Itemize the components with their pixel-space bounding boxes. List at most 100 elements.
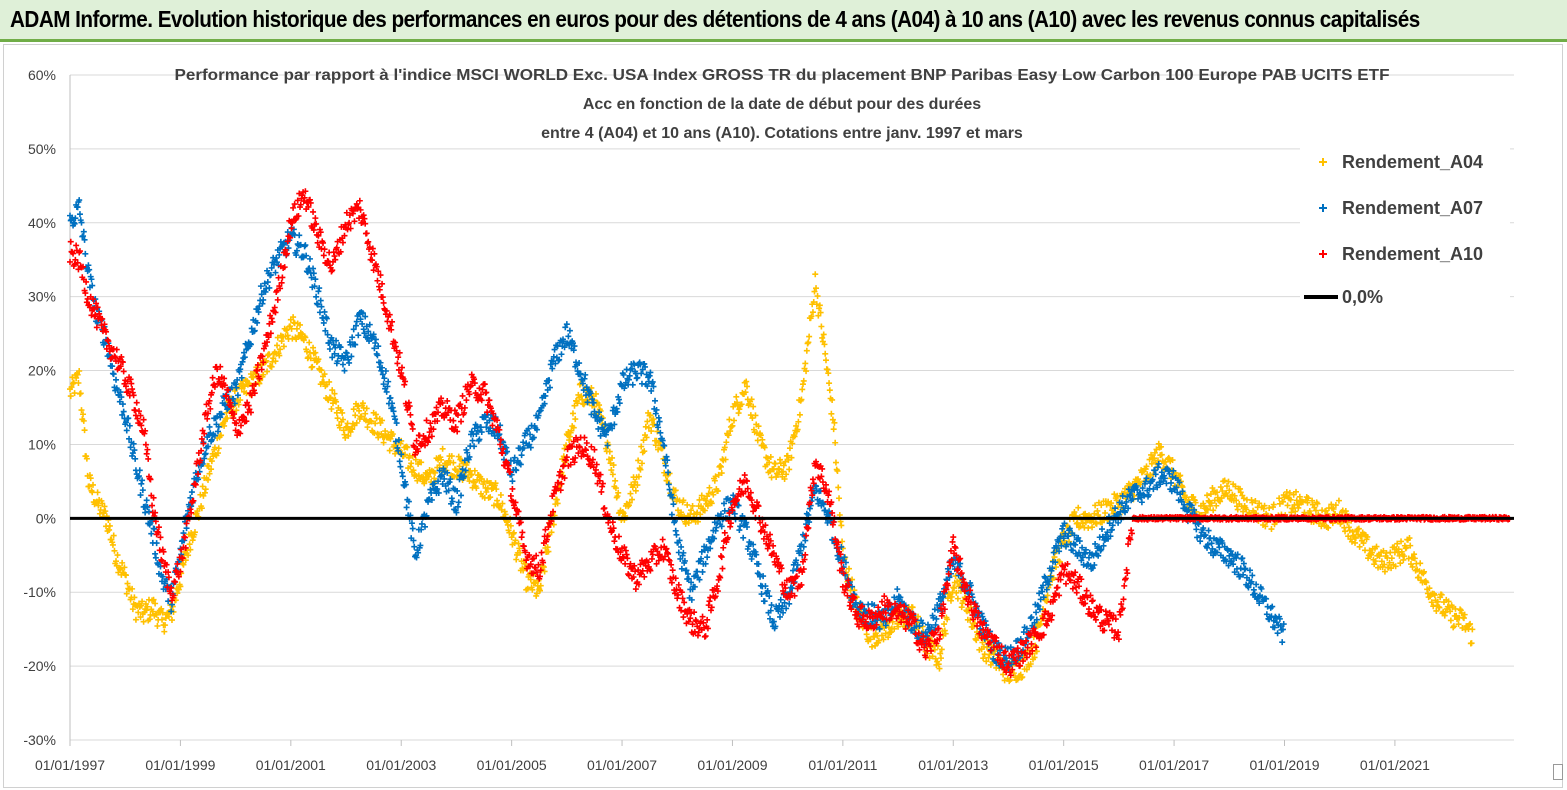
data-point (425, 473, 432, 480)
data-point (195, 476, 202, 483)
data-point (984, 644, 991, 651)
data-point (810, 299, 817, 306)
data-point (1373, 543, 1380, 550)
data-point (721, 529, 728, 536)
data-point (290, 314, 297, 321)
data-point (198, 505, 205, 512)
data-point (309, 363, 316, 370)
data-point (953, 589, 960, 596)
data-point (708, 500, 715, 507)
data-point (1249, 499, 1256, 506)
data-point (1409, 563, 1416, 570)
data-point (805, 339, 812, 346)
data-point (471, 479, 478, 486)
data-point (761, 444, 768, 451)
data-point (473, 485, 480, 492)
data-point (445, 487, 452, 494)
data-point (302, 334, 309, 341)
data-point (1434, 598, 1441, 605)
data-point (180, 561, 187, 568)
data-point (293, 247, 300, 254)
data-point (1221, 477, 1228, 484)
data-point (261, 280, 268, 287)
data-point (395, 447, 402, 454)
data-point (350, 326, 357, 333)
data-point (967, 617, 974, 624)
data-point (571, 402, 578, 409)
data-point (1378, 558, 1385, 565)
data-point (781, 476, 788, 483)
data-point (1028, 614, 1035, 621)
data-point (1449, 604, 1456, 611)
data-point (71, 220, 78, 227)
data-point (697, 511, 704, 518)
data-point (1356, 543, 1363, 550)
data-point (1205, 527, 1212, 534)
data-point (168, 608, 175, 615)
data-point (409, 525, 416, 532)
data-point (395, 436, 402, 443)
data-point (76, 197, 83, 204)
data-point (277, 346, 284, 353)
data-point (471, 467, 478, 474)
data-point (145, 508, 152, 515)
data-point (558, 351, 565, 358)
data-point (387, 394, 394, 401)
data-point (355, 332, 362, 339)
data-point (761, 598, 768, 605)
data-point (456, 463, 463, 470)
data-point (1445, 598, 1452, 605)
data-point (933, 615, 940, 622)
data-point (274, 342, 281, 349)
data-point (941, 621, 948, 628)
data-point (364, 424, 371, 431)
data-point (241, 354, 248, 361)
data-point (1431, 592, 1438, 599)
data-point (320, 319, 327, 326)
data-point (766, 459, 773, 466)
data-point (806, 333, 813, 340)
data-point (1436, 604, 1443, 611)
data-point (154, 623, 161, 629)
data-point (246, 380, 253, 387)
data-point (1403, 544, 1410, 551)
data-point (1266, 505, 1273, 512)
data-point (99, 500, 106, 507)
data-point (392, 416, 399, 423)
chart-frame (3, 44, 1563, 788)
data-point (376, 286, 383, 293)
data-point (1332, 502, 1339, 509)
data-point (755, 423, 762, 430)
data-point (159, 616, 166, 623)
x-tick-label: 01/01/2007 (587, 757, 657, 773)
data-point (331, 390, 338, 397)
data-point (1270, 501, 1277, 508)
data-point (960, 597, 967, 604)
data-point (880, 636, 887, 643)
data-point (415, 549, 422, 556)
data-point (1204, 506, 1211, 513)
data-point (162, 622, 169, 629)
data-point (1455, 621, 1462, 628)
data-point (1364, 533, 1371, 540)
data-point (1148, 451, 1155, 458)
data-point (313, 293, 320, 300)
data-point (878, 632, 885, 639)
data-point (463, 397, 470, 404)
data-point (111, 547, 118, 554)
x-tick-label: 01/01/2001 (256, 757, 326, 773)
data-point (938, 655, 945, 662)
data-point (791, 433, 798, 440)
data-point (570, 424, 577, 431)
data-point (76, 367, 83, 374)
data-point (1287, 496, 1294, 503)
data-point (152, 600, 159, 607)
data-point (1239, 555, 1246, 562)
data-point (263, 357, 270, 364)
data-point (379, 417, 386, 424)
data-point (147, 611, 154, 618)
data-point (487, 494, 494, 501)
data-point (601, 505, 608, 512)
data-point (929, 653, 936, 660)
data-point (1447, 608, 1454, 615)
